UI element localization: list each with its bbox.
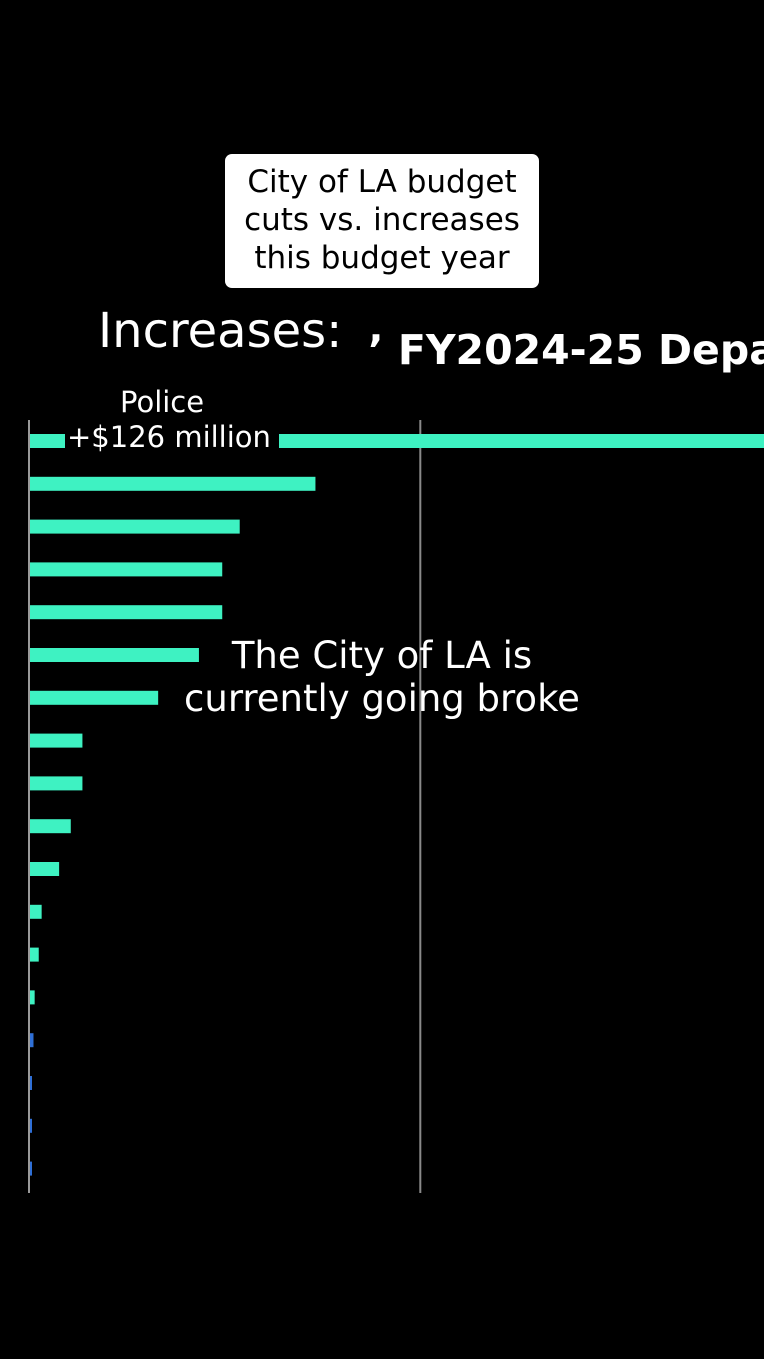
bars-group <box>30 434 764 1176</box>
police-value-label: +$126 million <box>65 420 279 454</box>
bar-14 <box>30 990 35 1005</box>
overlay-line-2: currently going broke <box>184 677 580 720</box>
bar-10 <box>30 819 71 834</box>
caption-box: City of LA budget cuts vs. increases thi… <box>225 154 539 288</box>
bar-3 <box>30 519 240 534</box>
bar-2 <box>30 476 316 491</box>
bar-9 <box>30 776 83 791</box>
caption-line-3: this budget year <box>254 240 510 276</box>
overlay-text: The City of LA is currently going broke <box>150 634 614 720</box>
source-chart-title: ’ FY2024-25 Depa <box>368 326 764 374</box>
bar-12 <box>30 904 42 919</box>
overlay-line-1: The City of LA is <box>231 634 533 677</box>
bar-13 <box>30 947 39 962</box>
bar-17 <box>30 1118 32 1133</box>
bar-5 <box>30 605 223 620</box>
section-label: Increases: <box>98 303 343 359</box>
bar-6 <box>30 648 199 662</box>
bar-8 <box>30 733 83 748</box>
bar-4 <box>30 562 223 577</box>
bar-15 <box>30 1033 34 1048</box>
caption-line-1: City of LA budget <box>247 164 517 200</box>
police-label: Police <box>120 385 205 419</box>
bar-11 <box>30 862 60 876</box>
bar-18 <box>30 1161 32 1176</box>
caption-line-2: cuts vs. increases <box>244 202 520 238</box>
bar-16 <box>30 1076 32 1090</box>
bar-7 <box>30 690 159 705</box>
